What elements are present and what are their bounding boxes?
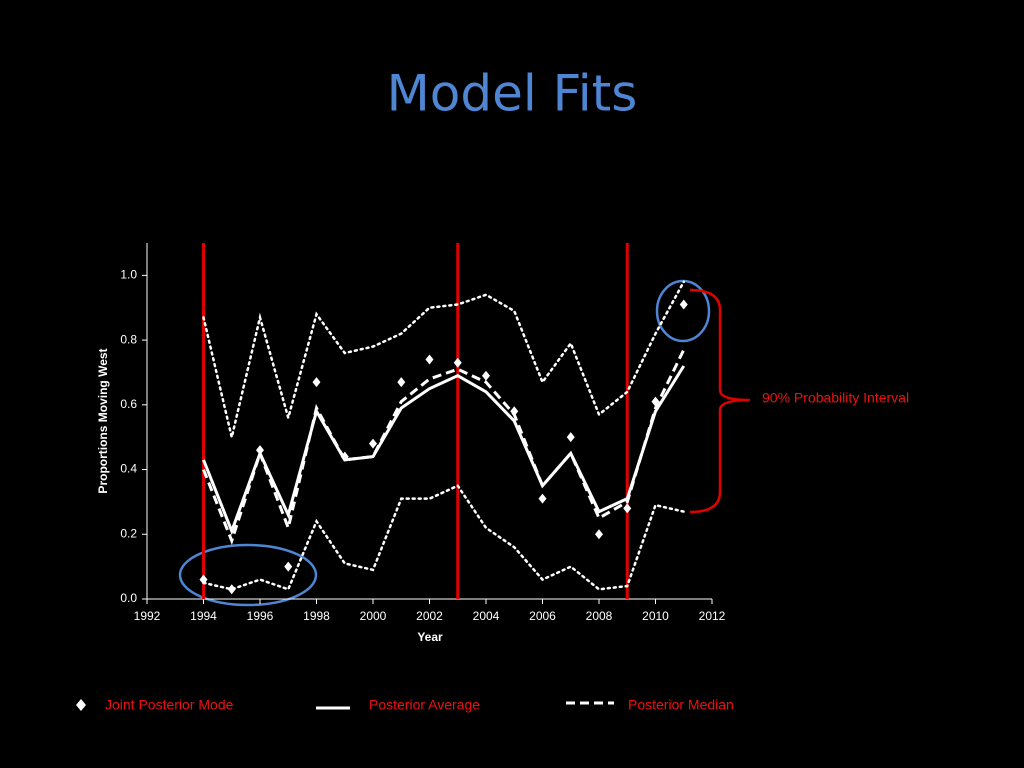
data-point — [312, 377, 321, 388]
interval-line — [202, 280, 685, 438]
x-tick-label: 1994 — [190, 609, 217, 623]
highlight-ellipse — [178, 543, 318, 607]
y-tick-label: 0.2 — [120, 526, 137, 540]
legend-label: Posterior Median — [628, 697, 734, 713]
data-point — [482, 370, 490, 381]
y-tick-label: 1.0 — [120, 268, 137, 282]
legend-label: Posterior Average — [369, 697, 480, 713]
chart-title: Model Fits — [387, 65, 638, 123]
x-tick-label: 2006 — [529, 609, 556, 623]
data-point — [369, 438, 377, 449]
x-tick-label: 2000 — [360, 609, 387, 623]
data-point — [227, 584, 236, 595]
x-tick-label: 1996 — [247, 609, 274, 623]
y-tick-label: 0.8 — [120, 332, 137, 346]
legend-label: Joint Posterior Mode — [105, 697, 234, 713]
x-tick-label: 2012 — [699, 609, 726, 623]
data-point — [595, 529, 603, 540]
data-point — [425, 354, 434, 365]
data-point — [199, 574, 208, 585]
x-tick-label: 2010 — [642, 609, 669, 623]
y-tick-label: 0.0 — [120, 591, 137, 605]
x-tick-label: 1998 — [303, 609, 330, 623]
data-point — [566, 432, 575, 443]
interval-annotation: 90% Probability Interval — [762, 390, 909, 406]
data-point — [397, 377, 406, 388]
data-point — [538, 493, 547, 504]
data-point — [679, 299, 688, 310]
data-point — [284, 561, 293, 572]
y-tick-label: 0.6 — [120, 397, 137, 411]
y-tick-label: 0.4 — [120, 462, 137, 476]
interval-line — [202, 484, 685, 591]
x-tick-label: 2002 — [416, 609, 443, 623]
x-axis-label: Year — [417, 630, 443, 644]
y-axis-label: Proportions Moving West — [96, 348, 110, 493]
x-tick-label: 2004 — [473, 609, 500, 623]
legend-marker — [76, 699, 86, 711]
data-point — [623, 503, 632, 514]
data-point — [453, 357, 462, 368]
x-tick-label: 1992 — [134, 609, 161, 623]
series-line — [202, 365, 686, 536]
interval-brace — [689, 288, 751, 514]
x-tick-label: 2008 — [586, 609, 613, 623]
series-line — [202, 349, 686, 546]
